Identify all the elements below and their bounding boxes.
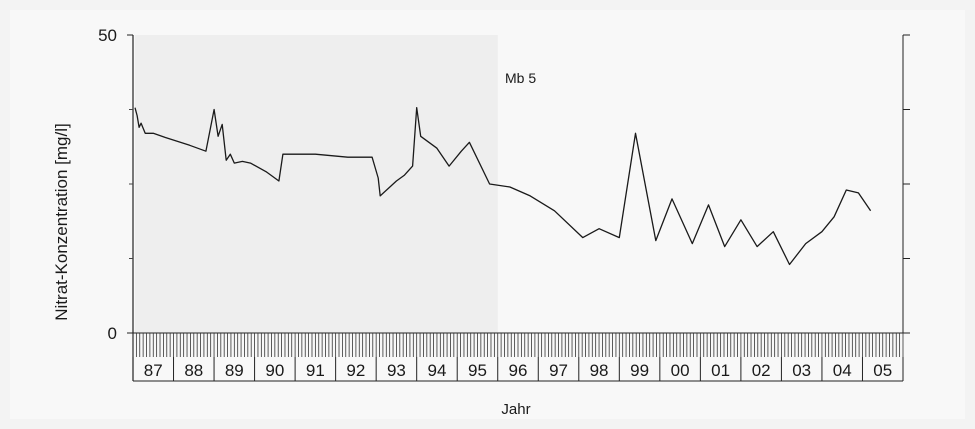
x-tick-label: 87 bbox=[144, 361, 163, 380]
x-tick-label: 89 bbox=[225, 361, 244, 380]
plot-shade bbox=[135, 35, 498, 333]
x-tick-label: 88 bbox=[184, 361, 203, 380]
axes: 0 50 87 88 89 90 91 92 93 94 95 96 97 98 99 00 01 02 03 04 0… bbox=[98, 26, 910, 382]
x-tick-label: 94 bbox=[427, 361, 446, 380]
x-axis-label: Jahr bbox=[501, 401, 530, 418]
x-tick-label: 97 bbox=[549, 361, 568, 380]
data-layer bbox=[134, 107, 872, 266]
y-axis-label: Nitrat-Konzentration [mg/l] bbox=[52, 123, 71, 320]
x-tick-label: 92 bbox=[346, 361, 365, 380]
x-tick-strip bbox=[132, 333, 904, 357]
x-tick-label: 00 bbox=[671, 361, 690, 380]
x-tick-label: 03 bbox=[792, 361, 811, 380]
x-tick-label: 05 bbox=[873, 361, 892, 380]
x-tick-label: 91 bbox=[306, 361, 325, 380]
y-tick-label: 50 bbox=[98, 26, 117, 45]
series-line bbox=[134, 107, 872, 266]
x-tick-label: 04 bbox=[833, 361, 852, 380]
x-tick-label: 98 bbox=[590, 361, 609, 380]
x-tick-label: 96 bbox=[509, 361, 528, 380]
x-tick-label: 99 bbox=[630, 361, 649, 380]
x-tick-label: 02 bbox=[752, 361, 771, 380]
x-tick-label: 95 bbox=[468, 361, 487, 380]
x-tick-label: 01 bbox=[711, 361, 730, 380]
chart-title: Mb 5 bbox=[505, 70, 536, 86]
y-tick-label: 0 bbox=[108, 324, 117, 343]
labels: Mb 5 Nitrat-Konzentration [mg/l] Jahr bbox=[52, 70, 536, 418]
x-tick-label: 93 bbox=[387, 361, 406, 380]
x-tick-label: 90 bbox=[265, 361, 284, 380]
